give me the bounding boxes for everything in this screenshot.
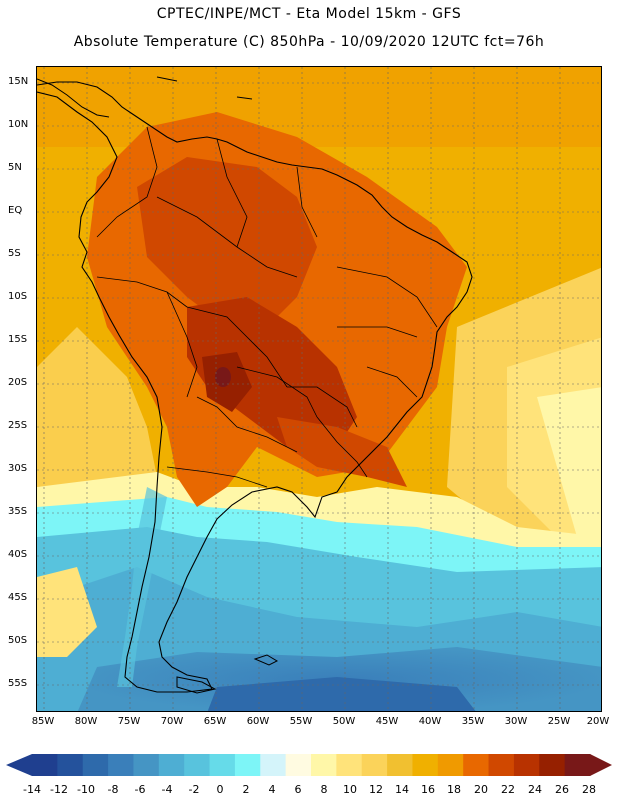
colorbar-label: 2 (242, 783, 250, 796)
colorbar-swatch (361, 754, 388, 776)
field-pacific-yellow (37, 327, 157, 487)
lat-label: 5N (8, 162, 22, 173)
lat-label: 45S (8, 592, 28, 603)
colorbar-label: 24 (528, 783, 542, 796)
lon-label: 60W (246, 716, 270, 727)
lon-label: 75W (117, 716, 141, 727)
lat-label: 35S (8, 506, 28, 517)
colorbar-label: 0 (216, 783, 224, 796)
lon-label: 35W (461, 716, 485, 727)
colorbar-swatch (285, 754, 312, 776)
colorbar-label: 18 (447, 783, 461, 796)
tierra-del-fuego (176, 676, 217, 694)
colorbar-high-arrow (590, 754, 612, 776)
colorbar-swatch (158, 754, 185, 776)
colorbar-label: 8 (320, 783, 328, 796)
lon-label: 85W (31, 716, 55, 727)
colorbar-label: 20 (474, 783, 488, 796)
central-america-coastline (37, 76, 253, 118)
lon-label: 20W (586, 716, 610, 727)
colorbar-label: -12 (50, 783, 68, 796)
lat-label: 25S (8, 420, 28, 431)
lat-label: 55S (8, 678, 28, 689)
country-borders (96, 126, 438, 488)
map-plot (36, 66, 602, 712)
colorbar-label: 14 (395, 783, 409, 796)
falklands (253, 654, 279, 666)
colorbar-label: 22 (501, 783, 515, 796)
colorbar-label: -4 (161, 783, 173, 796)
lat-label: 5S (8, 248, 21, 259)
graticule (37, 67, 601, 711)
south-america-coastline (37, 81, 473, 693)
lon-label: 70W (160, 716, 184, 727)
colorbar-swatch (82, 754, 109, 776)
field-south-deepest (207, 677, 476, 711)
colorbar-label: 4 (268, 783, 276, 796)
colorbar-label: -6 (134, 783, 146, 796)
lat-label: 20S (8, 377, 28, 388)
colorbar (6, 754, 612, 776)
continent-hotter (187, 297, 357, 447)
colorbar-swatch (463, 754, 490, 776)
colorbar-swatch (184, 754, 211, 776)
header-title-line2: Absolute Temperature (C) 850hPa - 10/09/… (73, 34, 545, 50)
continent-south-hot (277, 417, 407, 487)
colorbar-swatch (336, 754, 363, 776)
colorbar-swatch (234, 754, 261, 776)
colorbar-label: 12 (369, 783, 383, 796)
lat-label: 15N (8, 76, 29, 87)
lon-label: 65W (203, 716, 227, 727)
lon-label: 50W (332, 716, 356, 727)
colorbar-label: 26 (555, 783, 569, 796)
lon-label: 30W (504, 716, 528, 727)
lon-label: 25W (547, 716, 571, 727)
lon-label: 80W (74, 716, 98, 727)
header-title-line1: CPTEC/INPE/MCT - Eta Model 15km - GFS (156, 6, 462, 22)
lat-label: 40S (8, 549, 28, 560)
colorbar-swatch (437, 754, 464, 776)
lon-label: 40W (418, 716, 442, 727)
colorbar-label: 16 (421, 783, 435, 796)
lat-label: 50S (8, 635, 28, 646)
colorbar-swatch (539, 754, 566, 776)
colorbar-swatch (260, 754, 287, 776)
colorbar-swatch (488, 754, 515, 776)
colorbar-swatch (209, 754, 236, 776)
continent-amazon (137, 157, 317, 327)
lat-label: EQ (8, 205, 23, 216)
lon-label: 45W (375, 716, 399, 727)
colorbar-label: -8 (107, 783, 119, 796)
colorbar-label: -10 (77, 783, 95, 796)
colorbar-swatch (108, 754, 134, 776)
temperature-map (37, 67, 601, 711)
colorbar-label: -14 (23, 783, 41, 796)
field-pacific-warm-patch (37, 567, 97, 657)
field-north (37, 67, 601, 147)
colorbar-label: -2 (188, 783, 200, 796)
colorbar-swatch (32, 754, 58, 776)
colorbar-swatch (133, 754, 160, 776)
colorbar-swatch (311, 754, 337, 776)
continent-peak (215, 367, 231, 387)
field-atlantic-pale (537, 387, 601, 537)
colorbar-swatch (57, 754, 84, 776)
colorbar-low-arrow (6, 754, 32, 776)
colorbar-label: 6 (294, 783, 302, 796)
colorbar-swatch (564, 754, 591, 776)
lat-label: 10N (8, 119, 29, 130)
lat-label: 15S (8, 334, 28, 345)
lon-label: 55W (289, 716, 313, 727)
colorbar-swatch (412, 754, 439, 776)
colorbar-swatch (387, 754, 413, 776)
colorbar-swatch (513, 754, 540, 776)
colorbar-label: 10 (343, 783, 357, 796)
lat-label: 10S (8, 291, 28, 302)
colorbar-swatches (32, 754, 591, 776)
colorbar-label: 28 (582, 783, 596, 796)
lat-label: 30S (8, 463, 28, 474)
